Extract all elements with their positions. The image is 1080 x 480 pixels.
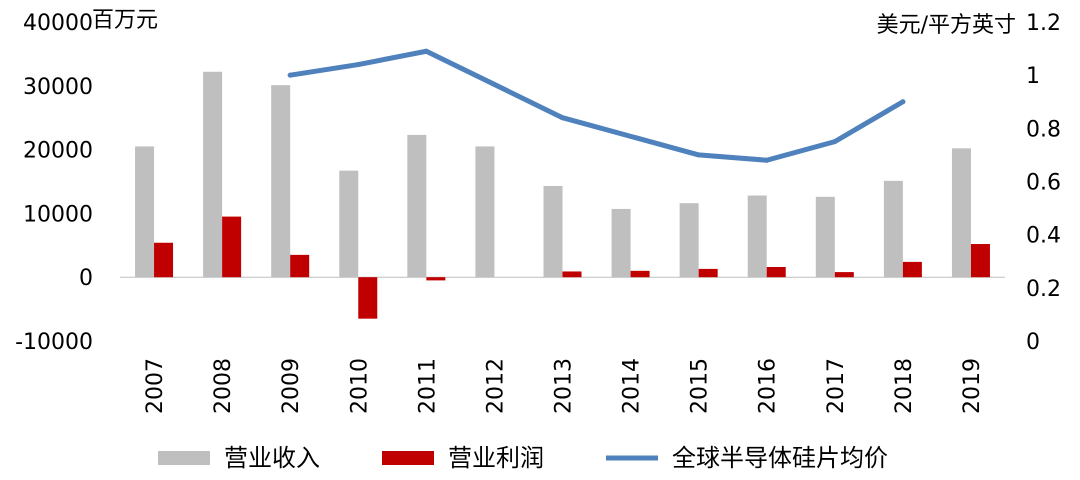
bar-profit-2007 bbox=[154, 242, 174, 278]
line-point-2016 bbox=[764, 157, 770, 163]
line-point-2009 bbox=[287, 72, 293, 78]
bar-profit-2008 bbox=[222, 216, 242, 278]
legend-swatch-profit bbox=[382, 451, 434, 465]
bar-revenue-2009 bbox=[271, 85, 291, 278]
legend-label-profit: 营业利润 bbox=[448, 444, 544, 472]
line-point-2018 bbox=[900, 99, 906, 105]
x-tick-2011: 2011 bbox=[415, 358, 440, 414]
bar-profit-2017 bbox=[834, 272, 854, 278]
bar-profit-2014 bbox=[630, 270, 650, 278]
bar-revenue-2007 bbox=[135, 146, 155, 278]
y-left-tick-2: 10000 bbox=[23, 202, 93, 227]
x-tick-2018: 2018 bbox=[892, 358, 917, 414]
x-tick-2010: 2010 bbox=[347, 358, 372, 414]
y-left-unit: 百万元 bbox=[92, 8, 158, 33]
bar-revenue-2008 bbox=[203, 71, 223, 278]
line-point-2015 bbox=[696, 152, 702, 158]
y-right-tick-6: 1.2 bbox=[1026, 11, 1061, 36]
y-left-tick-0: -10000 bbox=[15, 330, 93, 355]
y-right-tick-1: 0.2 bbox=[1026, 277, 1061, 302]
y-left-ticks: -10000 0 10000 20000 30000 40000 bbox=[15, 11, 93, 355]
bar-profit-2016 bbox=[766, 266, 786, 278]
y-right-unit: 美元/平方英寸 bbox=[877, 13, 1016, 38]
legend-label-price: 全球半导体硅片均价 bbox=[672, 444, 888, 472]
bar-profit-2019 bbox=[970, 244, 990, 278]
legend-swatch-revenue bbox=[158, 451, 210, 465]
y-right-tick-4: 0.8 bbox=[1026, 117, 1061, 142]
x-tick-2013: 2013 bbox=[552, 358, 577, 414]
line-point-2013 bbox=[560, 115, 565, 121]
x-tick-2016: 2016 bbox=[756, 358, 781, 414]
x-tick-2019: 2019 bbox=[960, 358, 985, 414]
bar-revenue-2012 bbox=[475, 146, 495, 278]
y-right-tick-3: 0.6 bbox=[1026, 171, 1061, 196]
y-right-ticks: 0 0.2 0.4 0.6 0.8 1 1.2 bbox=[1026, 11, 1061, 355]
x-tick-2017: 2017 bbox=[824, 358, 849, 414]
line-price bbox=[287, 48, 906, 163]
bar-revenue-2015 bbox=[679, 203, 699, 278]
bar-revenue-2011 bbox=[407, 134, 427, 278]
line-point-2011 bbox=[423, 48, 429, 54]
legend-label-revenue: 营业收入 bbox=[224, 444, 320, 472]
x-tick-2009: 2009 bbox=[279, 358, 304, 414]
bar-profit-2018 bbox=[902, 261, 922, 278]
bar-revenue-2016 bbox=[747, 195, 767, 278]
x-tick-2008: 2008 bbox=[211, 358, 236, 414]
x-tick-2014: 2014 bbox=[620, 358, 645, 414]
bar-revenue-2013 bbox=[543, 185, 563, 278]
bar-profit-2009 bbox=[290, 254, 310, 278]
y-right-tick-2: 0.4 bbox=[1026, 224, 1061, 249]
bar-profit-2015 bbox=[698, 268, 718, 278]
x-tick-2007: 2007 bbox=[143, 358, 168, 414]
line-point-2017 bbox=[832, 139, 838, 145]
line-series bbox=[287, 48, 906, 163]
bar-revenue-2014 bbox=[611, 208, 631, 278]
bar-revenue-2019 bbox=[951, 148, 971, 278]
x-tick-2015: 2015 bbox=[688, 358, 713, 414]
y-left-tick-1: 0 bbox=[79, 266, 93, 291]
line-point-2010 bbox=[355, 62, 361, 68]
y-left-tick-4: 30000 bbox=[23, 75, 93, 100]
bar-profit-2010 bbox=[358, 277, 378, 319]
y-left-tick-5: 40000 bbox=[23, 11, 93, 36]
bars bbox=[135, 71, 990, 319]
y-left-tick-3: 20000 bbox=[23, 139, 93, 164]
bar-revenue-2018 bbox=[883, 180, 903, 278]
x-tick-2012: 2012 bbox=[483, 358, 508, 414]
bar-revenue-2017 bbox=[815, 196, 835, 278]
bar-revenue-2010 bbox=[339, 170, 359, 278]
legend: 营业收入 营业利润 全球半导体硅片均价 bbox=[158, 444, 888, 472]
y-right-tick-5: 1 bbox=[1026, 64, 1040, 89]
bar-profit-2011 bbox=[426, 277, 446, 281]
bar-profit-2013 bbox=[562, 271, 582, 278]
x-ticks: 2007 2008 2009 2010 2011 2012 2013 2014 2015 2016… bbox=[143, 358, 985, 414]
y-right-tick-0: 0 bbox=[1026, 330, 1040, 355]
